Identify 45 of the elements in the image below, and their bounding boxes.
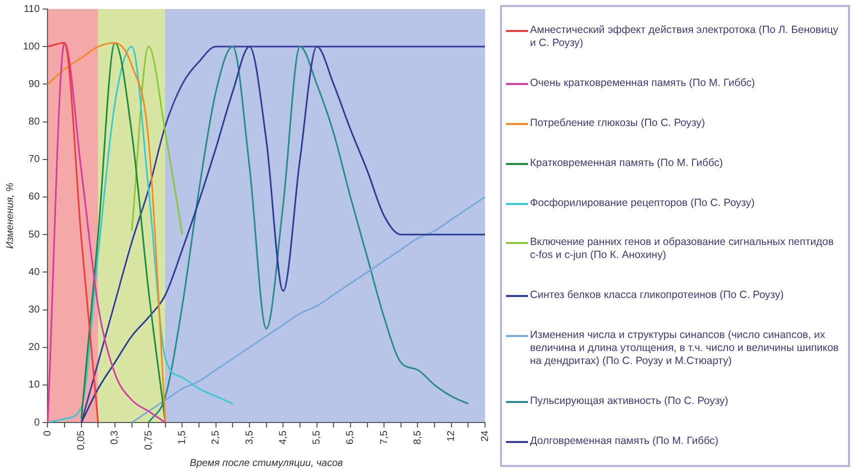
line-series — [80, 46, 486, 423]
x-tick-label: 24 — [480, 430, 491, 442]
x-tick-label: 0,75 — [143, 430, 154, 450]
y-tick-label: 20 — [28, 342, 40, 354]
legend-label: Синтез белков класса гликопротеинов (По С. Роузу) — [530, 289, 784, 302]
y-tick-label: 110 — [24, 4, 40, 15]
legend-label: Изменения числа и структуры синапсов (число синапсов, их величина и длина утолщения, в т.ч. число и величины шипиков на дендритах) (По С. Роузу и М.Стюарту) — [530, 328, 840, 368]
line-series — [148, 46, 469, 423]
line-series — [130, 196, 486, 423]
y-tick-label: 90 — [28, 78, 40, 90]
y-tick-label: 0 — [34, 417, 40, 428]
y-tick-label: 30 — [28, 304, 40, 316]
line-series — [46, 46, 234, 423]
legend-label: Пульсирующая активность (По С. Роузу) — [530, 394, 728, 408]
x-tick-label: 1,5 — [176, 430, 188, 444]
x-axis-title: Время после стимуляции, часов — [190, 458, 343, 469]
y-tick-label: 70 — [28, 154, 40, 166]
x-tick-label: 5,5 — [312, 430, 323, 444]
x-tick-label: 0,3 — [110, 430, 121, 444]
line-series — [80, 42, 166, 423]
x-tick-label: 0 — [42, 430, 54, 436]
x-tick-label: 8,5 — [412, 430, 424, 444]
legend-label: Кратковременная память (По М. Гиббс) — [530, 156, 723, 170]
legend-label: Очень кратковременная память (По М. Гиббс) — [530, 77, 756, 90]
line-series — [46, 42, 166, 423]
y-tick-label: 10 — [28, 380, 40, 391]
y-tick-label: 60 — [28, 192, 40, 203]
y-tick-label: 50 — [28, 229, 40, 240]
x-tick-label: 0,05 — [76, 430, 88, 450]
legend-label: Потребление глюкозы (По С. Роузу) — [530, 116, 705, 130]
legend-label: Включение ранних генов и образование сигнальных пептидов c-fos и c-jun (По К. Анохину) — [530, 236, 835, 262]
y-tick-label: 40 — [28, 266, 40, 278]
x-tick-label: 2,5 — [210, 430, 222, 444]
legend-label: Амнестический эффект действия электротока (По Л. Беновицу и С. Роузу) — [530, 24, 840, 50]
x-tick-label: 6,5 — [345, 430, 356, 444]
x-tick-label: 7,5 — [378, 430, 390, 444]
y-axis-title: Изменения, % — [4, 182, 16, 249]
legend-label: Долговременная память (По М. Гиббс) — [530, 434, 718, 448]
y-tick-label: 100 — [22, 41, 40, 52]
line-series — [130, 46, 184, 236]
y-tick-label: 80 — [28, 116, 40, 128]
x-tick-label: 4,5 — [278, 430, 289, 444]
x-tick-label: 3,5 — [244, 430, 256, 444]
legend-label: Фосфорилирование рецепторов (По С. Роузу) — [530, 196, 755, 210]
x-tick-label: 12 — [446, 430, 458, 442]
